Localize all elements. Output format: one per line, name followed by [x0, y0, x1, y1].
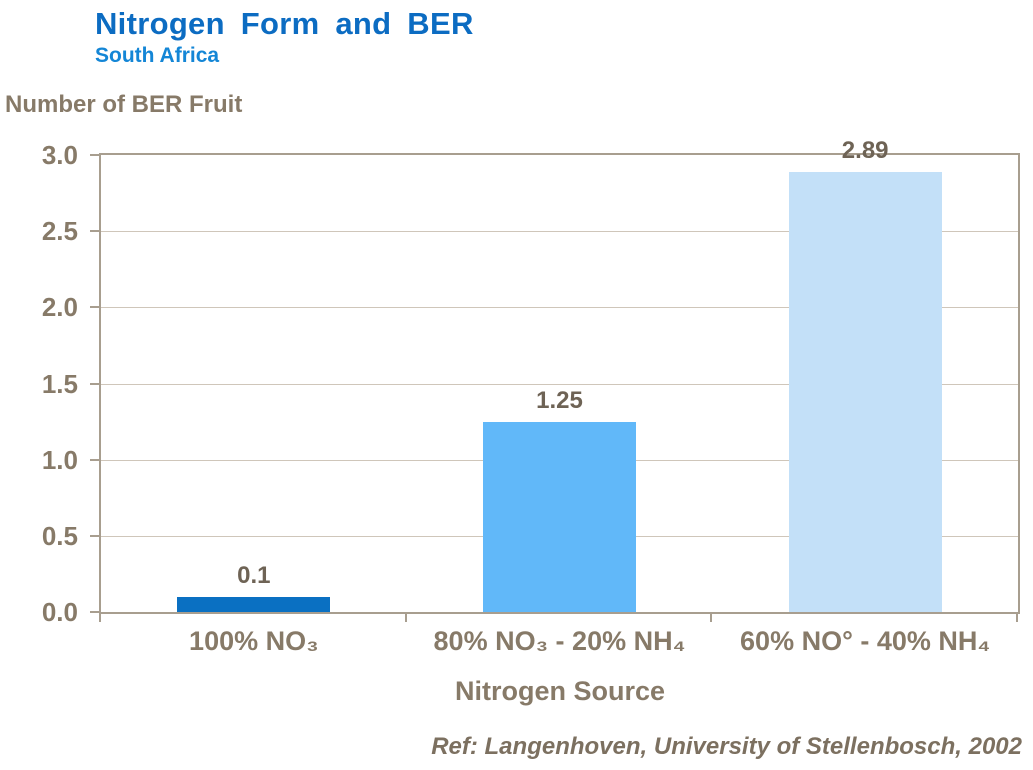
y-axis-label: Number of BER Fruit — [5, 91, 243, 118]
bar-2 — [483, 421, 636, 612]
y-tick-mark — [90, 458, 99, 461]
y-tick-label: 1.5 — [41, 368, 78, 399]
chart-subtitle: South Africa — [95, 44, 220, 67]
plot-area: 0.1 1.25 2.89 — [99, 137, 1020, 614]
gridline — [101, 383, 1018, 385]
category-label: 80% NO₃ - 20% NH₄ — [433, 626, 686, 656]
y-tick-label: 0.0 — [41, 597, 78, 627]
bar-value-label: 2.89 — [841, 136, 889, 164]
bar-value-label: 0.1 — [237, 561, 271, 589]
y-tick-label: 1.0 — [41, 444, 78, 475]
gridline — [101, 307, 1018, 309]
bar-3 — [788, 171, 942, 612]
x-tick-mark — [404, 614, 407, 622]
y-tick-label: 2.5 — [41, 216, 78, 247]
x-tick-mark — [99, 614, 101, 622]
y-tick-mark — [90, 306, 99, 309]
x-tick-mark — [710, 614, 713, 622]
y-tick-mark — [90, 611, 99, 613]
y-tick-mark — [90, 154, 99, 156]
gridline — [101, 231, 1018, 233]
reference-text: Ref: Langenhoven, University of Stellenb… — [431, 733, 1022, 760]
x-tick-mark — [1016, 614, 1018, 622]
bar-value-label: 1.25 — [536, 386, 583, 414]
y-tick-label: 3.0 — [41, 140, 78, 170]
y-tick-label: 2.0 — [41, 292, 78, 323]
y-tick-label: 0.5 — [41, 520, 78, 551]
y-tick-mark — [90, 534, 99, 537]
x-axis-label: Nitrogen Source — [454, 676, 666, 706]
category-label: 60% NO° - 40% NH₄ — [740, 626, 991, 656]
y-tick-mark — [90, 230, 99, 233]
y-tick-mark — [90, 382, 99, 385]
bar-1 — [177, 596, 331, 612]
chart-title: Nitrogen Form and BER — [95, 6, 474, 41]
category-label: 100% NO₃ — [189, 626, 319, 656]
